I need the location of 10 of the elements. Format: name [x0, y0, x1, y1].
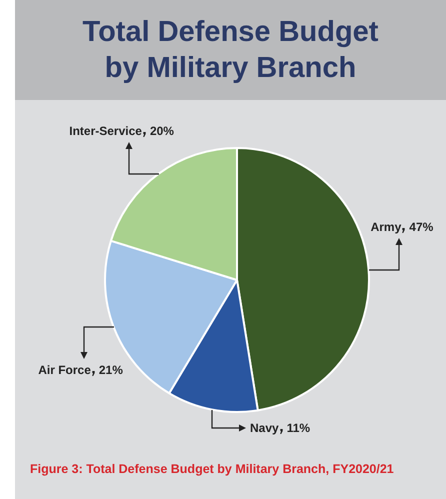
slice-label: Inter-Service [69, 124, 142, 138]
data-label: 20% [150, 124, 174, 138]
data-label: 21% [98, 363, 123, 378]
data-label: 47% [409, 220, 434, 234]
slice-label: Army [370, 220, 402, 234]
caption: Figure 3: Total Defense Budget by Military Branch, FY2020/21 [30, 462, 394, 476]
slice-label: Air Force [38, 363, 91, 378]
slice-label: Navy [250, 420, 279, 435]
chart-title: Total Defense Budget by Military Branch [15, 0, 446, 100]
data-label: 11% [286, 420, 310, 435]
